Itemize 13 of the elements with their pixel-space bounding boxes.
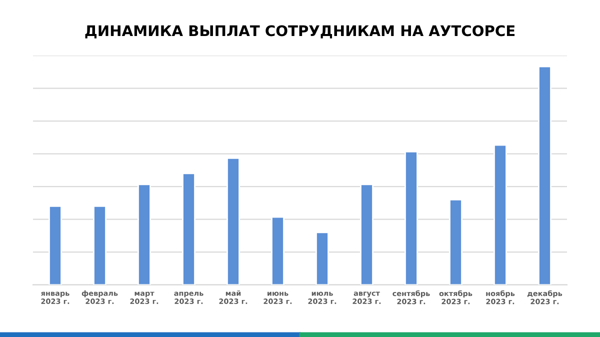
bar [360, 184, 374, 285]
bar [138, 184, 151, 285]
bar [316, 232, 329, 285]
bar [93, 206, 106, 285]
bar [48, 206, 62, 285]
bar [271, 216, 284, 285]
chart-title: ДИНАМИКА ВЫПЛАТ СОТРУДНИКАМ НА АУТСОРСЕ [85, 25, 515, 38]
bar [404, 150, 418, 285]
bar [538, 66, 552, 285]
bar [449, 198, 462, 285]
bar [226, 157, 240, 285]
bar [494, 144, 507, 285]
bar [182, 172, 196, 285]
